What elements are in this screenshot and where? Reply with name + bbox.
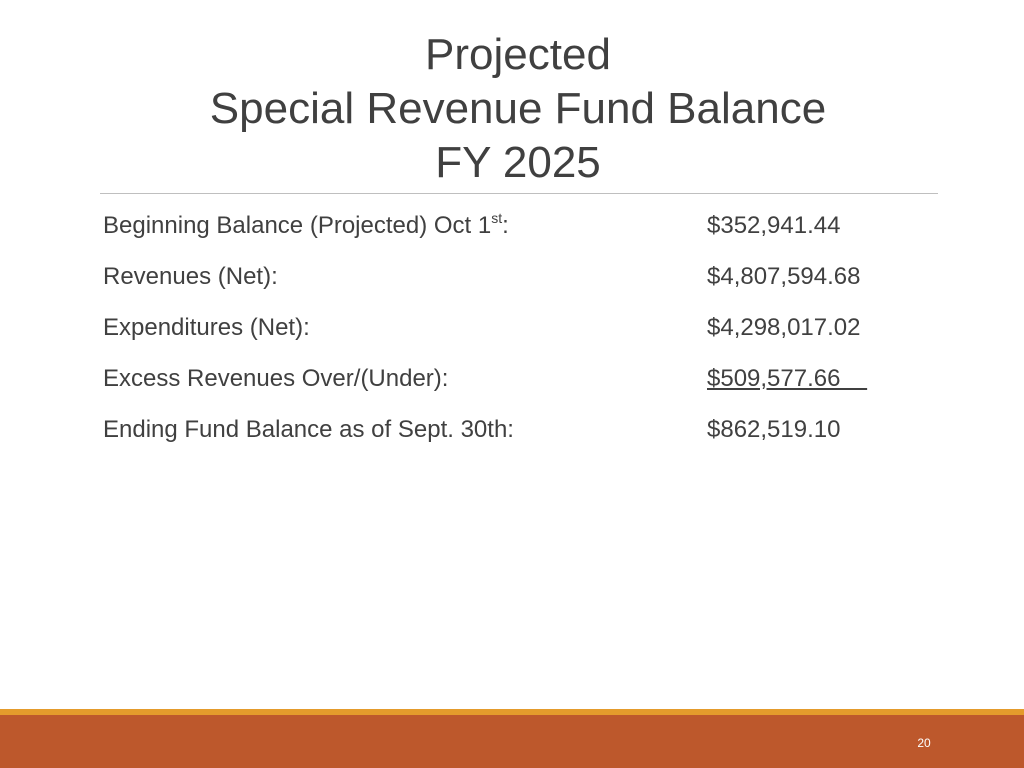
row-revenues: Revenues (Net): $4,807,594.68 <box>103 256 923 307</box>
row-label: Expenditures (Net): <box>103 314 310 341</box>
title-line-2: Special Revenue Fund Balance <box>209 84 827 133</box>
footer-band <box>0 715 1024 768</box>
row-label: Excess Revenues Over/(Under): <box>103 365 449 392</box>
row-label: Ending Fund Balance as of Sept. 30th: <box>103 416 514 443</box>
title-line-3: FY 2025 <box>435 138 601 187</box>
title-line-1: Projected <box>425 30 611 79</box>
fund-balance-list: Beginning Balance (Projected) Oct 1st: $… <box>103 205 923 460</box>
row-value: $352,941.44 <box>707 212 841 239</box>
row-value: $862,519.10 <box>707 416 841 443</box>
row-label: Beginning Balance (Projected) Oct 1st: <box>103 205 509 247</box>
row-value: $4,807,594.68 <box>707 263 861 290</box>
row-label-text: Beginning Balance (Projected) Oct 1 <box>103 212 492 239</box>
slide-title: Projected Special Revenue Fund Balance F… <box>100 28 936 190</box>
row-ending-balance: Ending Fund Balance as of Sept. 30th: $8… <box>103 409 923 460</box>
row-label-colon: : <box>502 212 509 239</box>
title-divider <box>100 193 938 194</box>
page-number: 20 <box>917 736 931 750</box>
row-value: $509,577.66 <box>707 365 868 392</box>
ordinal-suffix: st <box>491 210 503 226</box>
row-value: $4,298,017.02 <box>707 314 861 341</box>
footer-accent-stripe <box>0 709 1024 715</box>
row-beginning-balance: Beginning Balance (Projected) Oct 1st: $… <box>103 205 923 256</box>
row-excess-revenues: Excess Revenues Over/(Under): $509,577.6… <box>103 358 923 409</box>
row-expenditures: Expenditures (Net): $4,298,017.02 <box>103 307 923 358</box>
row-label: Revenues (Net): <box>103 263 278 290</box>
